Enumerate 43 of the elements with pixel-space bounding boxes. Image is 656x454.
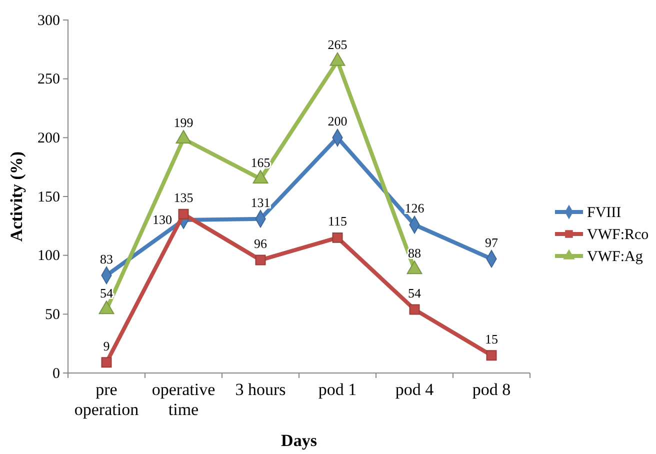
- data-label: 15: [485, 331, 498, 346]
- data-label: 200: [328, 114, 348, 129]
- point: [409, 304, 420, 315]
- x-tick-label: pod 8: [472, 380, 511, 399]
- point: [332, 232, 343, 243]
- data-label: 115: [328, 214, 348, 229]
- y-tick-label: 0: [52, 366, 60, 382]
- point: [176, 130, 192, 144]
- data-label: 83: [100, 251, 113, 266]
- legend-label: VWF:Rco: [587, 227, 649, 243]
- data-label: 126: [404, 200, 425, 216]
- y-tick-label: 200: [38, 130, 60, 146]
- data-label: 135: [174, 190, 194, 206]
- legend-label: VWF:Ag: [587, 249, 644, 265]
- data-label: 131: [250, 194, 270, 210]
- data-label: 97: [485, 234, 498, 250]
- y-axis-title: Activity (%): [7, 151, 26, 242]
- y-tick-label: 50: [45, 306, 60, 323]
- x-tick-label: operative time: [152, 380, 216, 419]
- y-tick-label: 100: [38, 248, 60, 264]
- y-tick-label: 250: [38, 72, 60, 88]
- data-label: 130: [152, 212, 172, 228]
- data-label: 54: [100, 285, 114, 300]
- y-tick-label: 150: [38, 189, 60, 206]
- data-label: 54: [408, 285, 422, 300]
- x-tick-label: pod 1: [318, 380, 357, 399]
- data-label: 165: [250, 154, 270, 170]
- data-label: 265: [328, 37, 348, 52]
- point: [101, 357, 112, 368]
- point: [178, 208, 189, 220]
- data-label: 9: [103, 338, 110, 354]
- x-axis-title: Days: [281, 431, 318, 450]
- legend-label: FVIII: [587, 205, 622, 221]
- y-tick-label: 300: [38, 12, 60, 29]
- x-tick-label: 3 hours: [235, 380, 286, 399]
- x-tick-label: pod 4: [395, 380, 434, 399]
- point: [255, 254, 266, 266]
- point: [330, 52, 346, 66]
- point: [252, 170, 268, 184]
- x-tick-label: pre operation: [74, 380, 140, 419]
- data-label: 96: [254, 236, 268, 252]
- point: [486, 350, 497, 361]
- data-label: 199: [174, 114, 194, 130]
